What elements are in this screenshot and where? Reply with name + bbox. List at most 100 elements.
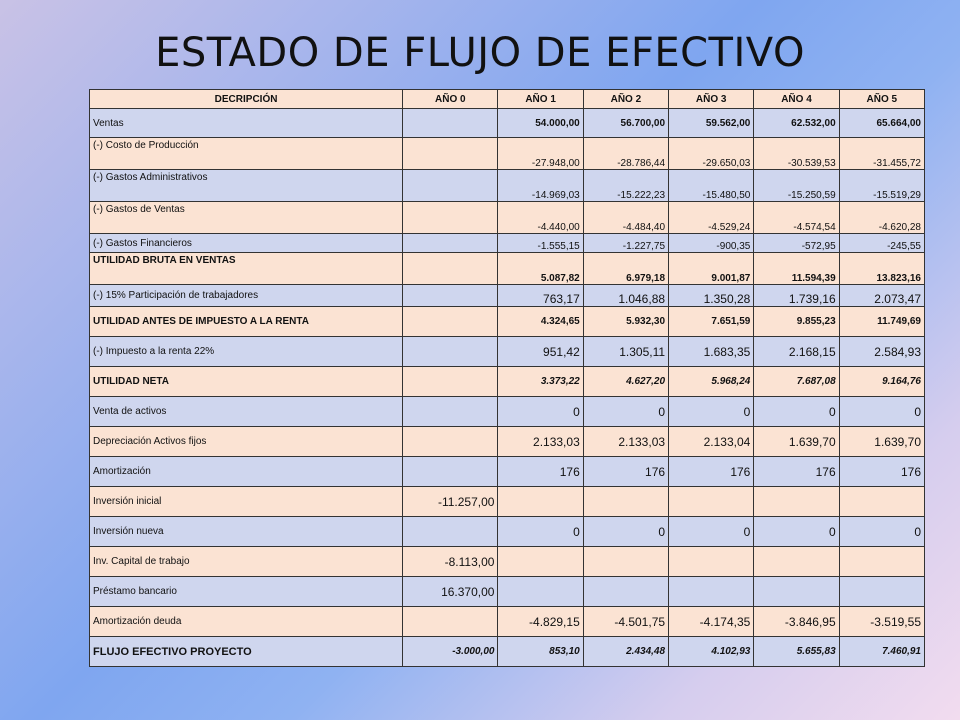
cell-year-1: -27.948,00	[497, 137, 584, 170]
cell-year-2: 176	[582, 456, 670, 487]
cell-year-2	[582, 486, 670, 517]
table-row: Depreciación Activos fijos 2.133,03 2.13…	[88, 426, 926, 457]
cell-year-5: -15.519,29	[838, 169, 926, 202]
row-label: Amortización	[88, 456, 404, 487]
cell-year-5: 0	[838, 396, 926, 427]
cell-year-2	[582, 546, 670, 577]
table-row: UTILIDAD BRUTA EN VENTAS 5.087,82 6.979,…	[88, 252, 926, 285]
cell-year-3: -4.529,24	[668, 201, 755, 234]
cell-year-2: 0	[582, 396, 670, 427]
cell-year-5: 1.639,70	[838, 426, 926, 457]
cell-year-3	[668, 576, 755, 607]
row-label: Inv. Capital de trabajo	[88, 546, 404, 577]
header-year-3: AÑO 3	[668, 89, 755, 109]
cell-year-3: -4.174,35	[668, 606, 755, 637]
cell-year-2: -15.222,23	[582, 169, 670, 202]
header-year-4: AÑO 4	[753, 89, 840, 109]
cell-year-4: 2.168,15	[753, 336, 840, 367]
cell-year-1: 2.133,03	[497, 426, 584, 457]
cell-year-1	[497, 576, 584, 607]
cell-year-4: -4.574,54	[753, 201, 840, 234]
row-label: Inversión inicial	[88, 486, 404, 517]
cell-year-3: -900,35	[668, 233, 755, 253]
header-year-0: AÑO 0	[402, 89, 499, 109]
cell-year-4	[753, 576, 840, 607]
cell-year-4: 0	[753, 396, 840, 427]
cell-year-4: -572,95	[753, 233, 840, 253]
cell-year-0	[402, 252, 499, 285]
table-row: Inversión inicial -11.257,00	[88, 486, 926, 517]
cell-year-0	[402, 137, 499, 170]
table-row: Amortización 176 176 176 176 176	[88, 456, 926, 487]
row-label: (-) Gastos de Ventas	[88, 201, 404, 234]
cell-year-5: -3.519,55	[838, 606, 926, 637]
cell-year-4: 0	[753, 516, 840, 547]
header-row: DECRIPCIÓN AÑO 0 AÑO 1 AÑO 2 AÑO 3 AÑO 4…	[88, 89, 926, 109]
cell-year-1: 0	[497, 396, 584, 427]
cell-year-2: 1.046,88	[582, 284, 670, 307]
cell-year-4: 62.532,00	[753, 108, 840, 138]
table-row: UTILIDAD ANTES DE IMPUESTO A LA RENTA 4.…	[88, 306, 926, 337]
cell-year-4	[753, 486, 840, 517]
cell-year-0	[402, 201, 499, 234]
row-label: (-) Impuesto a la renta 22%	[88, 336, 404, 367]
table-row: Venta de activos 0 0 0 0 0	[88, 396, 926, 427]
row-label: Depreciación Activos fijos	[88, 426, 404, 457]
cell-year-3	[668, 546, 755, 577]
table-row: Inv. Capital de trabajo -8.113,00	[88, 546, 926, 577]
cell-year-3: -29.650,03	[668, 137, 755, 170]
cell-year-2: 2.133,03	[582, 426, 670, 457]
cell-year-3: 59.562,00	[668, 108, 755, 138]
row-label: UTILIDAD ANTES DE IMPUESTO A LA RENTA	[88, 306, 404, 337]
cell-year-3: 1.683,35	[668, 336, 755, 367]
table-row: Ventas 54.000,00 56.700,00 59.562,00 62.…	[88, 108, 926, 138]
header-year-1: AÑO 1	[497, 89, 584, 109]
row-label: (-) Costo de Producción	[88, 137, 404, 170]
cell-year-1: 54.000,00	[497, 108, 584, 138]
cell-year-3: 4.102,93	[668, 636, 755, 667]
cell-year-2: -1.227,75	[582, 233, 670, 253]
table-row: FLUJO EFECTIVO PROYECTO -3.000,00 853,10…	[88, 636, 926, 667]
row-label: Préstamo bancario	[88, 576, 404, 607]
header-year-2: AÑO 2	[582, 89, 670, 109]
cell-year-4: 11.594,39	[753, 252, 840, 285]
table-row: (-) Gastos Financieros -1.555,15 -1.227,…	[88, 233, 926, 253]
cell-year-1	[497, 486, 584, 517]
row-label: FLUJO EFECTIVO PROYECTO	[88, 636, 404, 667]
cell-year-5	[838, 546, 926, 577]
cell-year-3: 9.001,87	[668, 252, 755, 285]
cell-year-3: 7.651,59	[668, 306, 755, 337]
cell-year-1: 853,10	[497, 636, 584, 667]
cell-year-2: 1.305,11	[582, 336, 670, 367]
cell-year-4: 1.739,16	[753, 284, 840, 307]
cell-year-4: -3.846,95	[753, 606, 840, 637]
cell-year-0	[402, 336, 499, 367]
cell-year-5: 176	[838, 456, 926, 487]
table-row: (-) Gastos de Ventas -4.440,00 -4.484,40…	[88, 201, 926, 234]
header-description: DECRIPCIÓN	[88, 89, 404, 109]
table-row: (-) Gastos Administrativos -14.969,03 -1…	[88, 169, 926, 202]
cell-year-4: -15.250,59	[753, 169, 840, 202]
table-row: Amortización deuda -4.829,15 -4.501,75 -…	[88, 606, 926, 637]
cell-year-4: 5.655,83	[753, 636, 840, 667]
cell-year-4: 1.639,70	[753, 426, 840, 457]
row-label: (-) Gastos Financieros	[88, 233, 404, 253]
row-label: Venta de activos	[88, 396, 404, 427]
cell-year-3	[668, 486, 755, 517]
cell-year-1: -4.829,15	[497, 606, 584, 637]
cell-year-4: -30.539,53	[753, 137, 840, 170]
cash-flow-table: DECRIPCIÓN AÑO 0 AÑO 1 AÑO 2 AÑO 3 AÑO 4…	[88, 89, 926, 667]
row-label: (-) Gastos Administrativos	[88, 169, 404, 202]
cell-year-1: 5.087,82	[497, 252, 584, 285]
cell-year-0	[402, 426, 499, 457]
cell-year-5: 65.664,00	[838, 108, 926, 138]
cell-year-5: 0	[838, 516, 926, 547]
cell-year-5: 9.164,76	[838, 366, 926, 397]
cell-year-5: 2.073,47	[838, 284, 926, 307]
cell-year-5: 2.584,93	[838, 336, 926, 367]
cell-year-5: -31.455,72	[838, 137, 926, 170]
cell-year-0	[402, 396, 499, 427]
cell-year-1: 4.324,65	[497, 306, 584, 337]
cell-year-5: 11.749,69	[838, 306, 926, 337]
cell-year-5	[838, 576, 926, 607]
